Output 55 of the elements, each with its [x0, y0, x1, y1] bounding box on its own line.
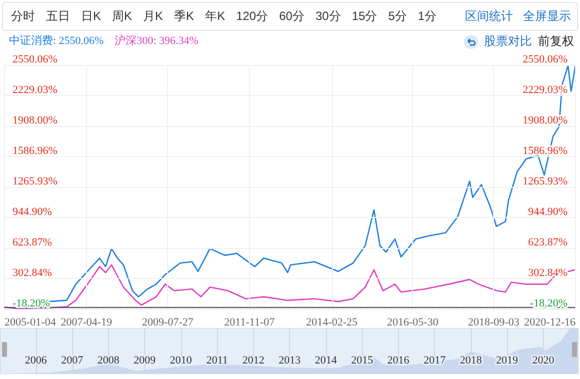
y2-tick-label: 1265.93% [522, 176, 568, 188]
y2-tick-label: 944.90% [528, 206, 568, 218]
text: 周K [112, 8, 132, 25]
x-tick-label: 2006 [24, 354, 48, 366]
text: 5分 [388, 8, 407, 25]
y-tick-label: 2229.03% [12, 84, 58, 96]
x-tick-label: 2007-04-19 [60, 316, 113, 328]
y-tick-label: 2550.06% [12, 54, 58, 66]
text: 五日 [46, 8, 70, 25]
x-tick-label: 2016-05-30 [387, 316, 439, 328]
y-tick-label: 302.84% [12, 267, 52, 279]
x-tick-label: 2014 [314, 354, 338, 366]
y-tick-label: 1586.96% [12, 145, 58, 157]
text: 年K [205, 8, 226, 25]
text: 全屏显示 [523, 8, 571, 25]
text: 季K [174, 8, 194, 25]
x-tick-label: 2010 [170, 354, 192, 366]
x-tick-label: 2020 [532, 354, 555, 366]
text: 区间统计 [465, 8, 513, 25]
x-tick-label: 2019 [496, 354, 519, 366]
y-tick-label: 1265.93% [12, 176, 58, 188]
x-tick-label: 2009-07-27 [142, 316, 194, 328]
text: 前复权 [538, 33, 574, 50]
x-tick-label: 2014-02-25 [306, 316, 358, 328]
text: 沪深300: 396.34% [114, 34, 198, 47]
x-tick-label: 2011-11-07 [224, 316, 276, 328]
text: 15分 [352, 8, 378, 25]
x-tick-label: 2013 [278, 354, 302, 366]
x-tick-label: 2007 [61, 354, 84, 366]
text: 60分 [279, 8, 304, 25]
y-tick-label: 944.90% [12, 206, 52, 218]
x-tick-label: 2012 [242, 354, 264, 366]
x-tick-label: 2005-01-04 [4, 316, 56, 328]
y2-tick-label: -18.20% [530, 298, 568, 310]
y2-tick-label: 2550.06% [522, 54, 568, 66]
x-tick-label: 2011 [206, 354, 228, 366]
y-tick-label: 1908.00% [12, 114, 58, 126]
text: 120分 [236, 8, 268, 25]
text: 股票对比 [484, 33, 532, 50]
text: 分时 [11, 8, 35, 25]
text: 月K [143, 8, 164, 25]
x-tick-label: 2020-12-16 [524, 316, 576, 328]
text: 30分 [315, 8, 341, 25]
x-tick-label: 2016 [387, 354, 410, 366]
text: 1分 [418, 8, 437, 25]
x-tick-label: 2015 [351, 354, 374, 366]
x-tick-label: 2008 [97, 354, 120, 366]
x-tick-label: 2009 [134, 354, 156, 366]
y-tick-label: 623.87% [12, 236, 52, 248]
x-tick-label: 2018-09-03 [468, 316, 520, 328]
x-tick-label: 2018 [460, 354, 482, 366]
x-tick-label: 2017 [424, 354, 446, 366]
y2-tick-label: 623.87% [528, 236, 568, 248]
text: 日K [81, 8, 102, 25]
text: 中证消费: 2550.06% [9, 34, 104, 47]
